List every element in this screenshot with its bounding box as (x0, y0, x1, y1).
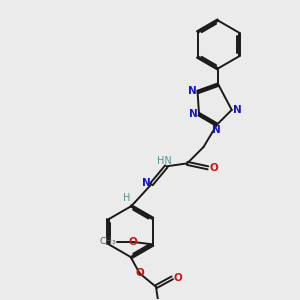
Text: O: O (135, 268, 144, 278)
Text: CH₃: CH₃ (100, 238, 116, 247)
Text: O: O (209, 163, 218, 173)
Text: N: N (189, 109, 197, 119)
Text: HN: HN (158, 156, 172, 166)
Text: O: O (173, 273, 182, 283)
Text: O: O (129, 237, 138, 247)
Text: N: N (142, 178, 151, 188)
Text: N: N (188, 86, 197, 96)
Text: H: H (123, 194, 130, 203)
Text: N: N (233, 105, 242, 115)
Text: N: N (212, 125, 221, 135)
